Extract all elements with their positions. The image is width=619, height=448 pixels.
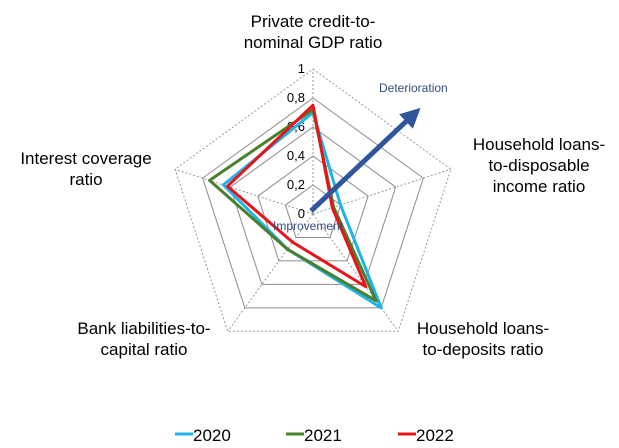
legend-item-2022: 2022 (398, 426, 454, 445)
grid-ring (202, 97, 424, 309)
direction-arrow: Deterioration Improvement (273, 81, 448, 233)
radar-axis-labels: Private credit-to-nominal GDP ratio House… (20, 12, 605, 359)
axis-label: Bank liabilities-to-capital ratio (77, 319, 210, 359)
chart-legend: 2020 2021 2022 (175, 426, 454, 445)
deterioration-label: Deterioration (379, 81, 448, 95)
grid-spoke (312, 213, 399, 332)
axis-label: Private credit-to-nominal GDP ratio (244, 12, 383, 52)
tick-label: 0 (298, 206, 305, 221)
radar-grid (174, 68, 452, 332)
legend-item-2021: 2021 (286, 426, 342, 445)
grid-spoke (174, 168, 314, 215)
tick-label: 0,2 (287, 177, 305, 192)
grid-ring (229, 126, 397, 285)
grid-ring (284, 184, 342, 238)
axis-label: Interest coverage ratio (20, 149, 151, 189)
tick-label: 1 (298, 61, 305, 76)
improvement-label: Improvement (273, 219, 344, 233)
legend-item-2020: 2020 (175, 426, 231, 445)
axis-label: Household loans-to-deposits ratio (417, 319, 549, 359)
deterioration-arrow (309, 107, 421, 213)
legend-label: 2022 (416, 426, 454, 445)
grid-ring (257, 155, 369, 262)
radar-spokes (174, 69, 452, 332)
series-line-2021 (208, 108, 378, 303)
axis-label: Household loans-to-disposable income rati… (473, 135, 605, 196)
legend-label: 2021 (304, 426, 342, 445)
tick-label: 0,4 (287, 148, 305, 163)
grid-spoke (227, 213, 314, 332)
grid-spoke (312, 168, 452, 215)
tick-label: 0,8 (287, 90, 305, 105)
legend-label: 2020 (193, 426, 231, 445)
